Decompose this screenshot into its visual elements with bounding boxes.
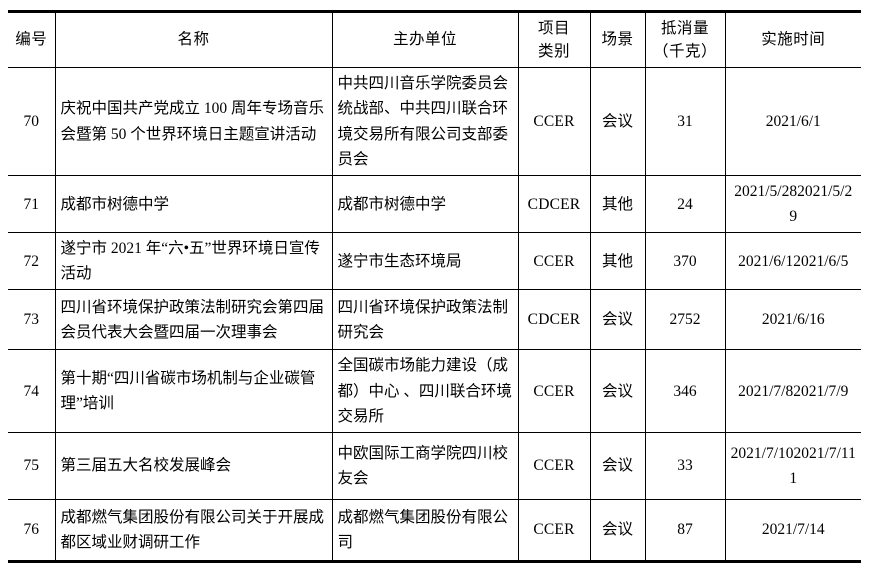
cell-implementation-date: 2021/6/12021/6/5 (724, 232, 861, 291)
cell-offset-amount: 31 (644, 67, 726, 176)
column-header-project-type-line-1: 项目 (537, 18, 570, 37)
carbon-offset-activity-table: 编号 名称 主办单位 项目 类别 场景 (8, 10, 861, 563)
cell-project-type: CCER (517, 349, 591, 433)
cell-implementation-date: 2021/7/14 (724, 498, 861, 562)
cell-project-type: CCER (517, 67, 591, 176)
cell-offset-amount: 346 (644, 349, 726, 433)
cell-implementation-date: 2021/6/16 (724, 289, 861, 351)
column-header-implementation-date: 实施时间 (724, 11, 861, 68)
cell-offset-amount: 33 (644, 431, 726, 500)
cell-name: 第三届五大名校发展峰会 (54, 431, 333, 500)
cell-name: 遂宁市 2021 年“六•五”世界环境日宣传活动 (54, 232, 333, 291)
cell-implementation-date: 2021/7/102021/7/111 (724, 431, 861, 500)
cell-offset-amount: 24 (644, 174, 726, 234)
cell-name: 第十期“四川省碳市场机制与企业碳管理”培训 (54, 349, 333, 433)
column-header-implementation-date-line-1: 实施时间 (761, 30, 826, 49)
cell-offset-amount: 2752 (644, 289, 726, 351)
cell-organizer: 遂宁市生态环境局 (331, 232, 519, 291)
table-row: 74 第十期“四川省碳市场机制与企业碳管理”培训 全国碳市场能力建设（成都）中心… (8, 349, 861, 433)
column-header-name: 名称 (54, 11, 333, 68)
cell-organizer: 中欧国际工商学院四川校友会 (331, 431, 519, 500)
column-header-id: 编号 (8, 11, 56, 68)
cell-project-type: CCER (517, 498, 591, 562)
column-header-scene-line-1: 场景 (601, 30, 634, 49)
table-row: 70 庆祝中国共产党成立 100 周年专场音乐会暨第 50 个世界环境日主题宣讲… (8, 67, 861, 176)
table-body: 70 庆祝中国共产党成立 100 周年专场音乐会暨第 50 个世界环境日主题宣讲… (8, 67, 861, 562)
column-header-project-type-line-2: 类别 (537, 42, 570, 60)
cell-name: 成都市树德中学 (54, 174, 333, 234)
cell-project-type: CCER (517, 431, 591, 500)
cell-implementation-date: 2021/7/82021/7/9 (724, 349, 861, 433)
cell-organizer: 全国碳市场能力建设（成都）中心 、四川联合环境交易所 (331, 349, 519, 433)
column-header-organizer: 主办单位 (331, 11, 519, 68)
cell-scene: 会议 (589, 349, 646, 433)
cell-organizer: 四川省环境保护政策法制研究会 (331, 289, 519, 351)
column-header-project-type: 项目 类别 (517, 11, 591, 68)
cell-organizer: 成都市树德中学 (331, 174, 519, 234)
cell-id: 70 (8, 67, 56, 176)
column-header-offset-amount: 抵消量 （千克） (644, 11, 726, 68)
cell-organizer: 中共四川音乐学院委员会统战部、中共四川联合环境交易所有限公司支部委员会 (331, 67, 519, 176)
cell-id: 71 (8, 174, 56, 234)
table-row: 75 第三届五大名校发展峰会 中欧国际工商学院四川校友会 CCER 会议 33 … (8, 431, 861, 500)
cell-scene: 其他 (589, 232, 646, 291)
header-row: 编号 名称 主办单位 项目 类别 场景 (8, 11, 861, 68)
cell-name: 成都燃气集团股份有限公司关于开展成都区域业财调研工作 (54, 498, 333, 562)
table-row: 71 成都市树德中学 成都市树德中学 CDCER 其他 24 2021/5/28… (8, 174, 861, 234)
cell-offset-amount: 87 (644, 498, 726, 562)
column-header-offset-amount-line-2: （千克） (652, 42, 717, 60)
cell-scene: 会议 (589, 431, 646, 500)
cell-organizer: 成都燃气集团股份有限公司 (331, 498, 519, 562)
cell-scene: 会议 (589, 67, 646, 176)
cell-scene: 会议 (589, 498, 646, 562)
column-header-scene: 场景 (589, 11, 646, 68)
table-row: 72 遂宁市 2021 年“六•五”世界环境日宣传活动 遂宁市生态环境局 CCE… (8, 232, 861, 291)
column-header-organizer-line-1: 主办单位 (392, 30, 457, 49)
cell-id: 74 (8, 349, 56, 433)
table-row: 76 成都燃气集团股份有限公司关于开展成都区域业财调研工作 成都燃气集团股份有限… (8, 498, 861, 562)
column-header-id-line-1: 编号 (15, 30, 48, 49)
cell-scene: 会议 (589, 289, 646, 351)
cell-scene: 其他 (589, 174, 646, 234)
cell-id: 73 (8, 289, 56, 351)
cell-name: 四川省环境保护政策法制研究会第四届会员代表大会暨四届一次理事会 (54, 289, 333, 351)
cell-project-type: CDCER (517, 289, 591, 351)
cell-id: 75 (8, 431, 56, 500)
column-header-name-line-1: 名称 (177, 30, 210, 49)
column-header-offset-amount-line-1: 抵消量 (660, 18, 709, 37)
table-row: 73 四川省环境保护政策法制研究会第四届会员代表大会暨四届一次理事会 四川省环境… (8, 289, 861, 351)
cell-implementation-date: 2021/5/282021/5/29 (724, 174, 861, 234)
cell-offset-amount: 370 (644, 232, 726, 291)
cell-implementation-date: 2021/6/1 (724, 67, 861, 176)
cell-name: 庆祝中国共产党成立 100 周年专场音乐会暨第 50 个世界环境日主题宣讲活动 (54, 67, 333, 176)
cell-project-type: CCER (517, 232, 591, 291)
cell-id: 76 (8, 498, 56, 562)
cell-id: 72 (8, 232, 56, 291)
cell-project-type: CDCER (517, 174, 591, 234)
table-header: 编号 名称 主办单位 项目 类别 场景 (8, 11, 861, 68)
table-container: 编号 名称 主办单位 项目 类别 场景 (8, 10, 861, 563)
